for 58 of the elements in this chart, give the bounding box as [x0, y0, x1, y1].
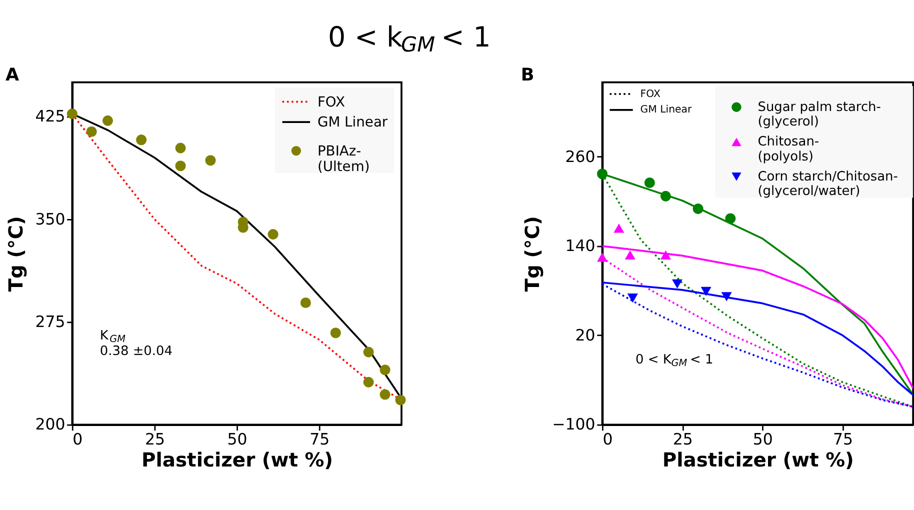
point: [660, 250, 671, 260]
legend-label: GM Linear: [317, 114, 388, 131]
legend-label: PBIAz- (Ultem): [317, 143, 370, 176]
legend-label: Corn starch/Chitosan- (glycerol/water): [758, 169, 898, 200]
text: A: [6, 65, 20, 86]
x-tick-label: 25: [144, 430, 165, 449]
point: [380, 389, 390, 400]
y-tick-label: 200: [35, 414, 66, 434]
point: [660, 190, 671, 202]
point: [330, 328, 341, 338]
point: [175, 160, 186, 172]
x-tick-label: 0: [72, 430, 83, 449]
annotation: FOX: [640, 88, 660, 100]
point: [363, 346, 374, 358]
point: [627, 294, 638, 303]
point: [644, 178, 655, 188]
point: [268, 229, 278, 240]
y-tick-label: 425: [35, 106, 66, 126]
point: [596, 168, 608, 180]
x-axis-title: Plasticizer (wt %): [142, 448, 334, 472]
point: [700, 286, 712, 296]
x-tick-label: 25: [672, 430, 693, 449]
y-tick-label: 275: [35, 312, 66, 332]
point: [395, 394, 406, 406]
point: [205, 155, 216, 166]
point: [596, 252, 608, 262]
point: [624, 250, 636, 260]
point: [380, 364, 390, 376]
x-tick-label: 75: [833, 430, 854, 449]
legend-label: Sugar palm starch- (glycerol): [758, 100, 882, 130]
y-tick-label: 260: [565, 146, 596, 166]
legend-label: FOX: [317, 94, 346, 110]
y-tick-label: −100: [552, 414, 596, 434]
x-tick-label: 50: [227, 430, 248, 449]
point: [721, 292, 732, 302]
x-tick-label: 50: [752, 430, 773, 449]
point: [725, 213, 736, 224]
x-tick-label: 75: [310, 430, 330, 449]
y-tick-label: 140: [565, 236, 596, 256]
point: [175, 142, 186, 154]
annotation: GM Linear: [640, 104, 693, 116]
x-axis-title: Plasticizer (wt %): [662, 448, 854, 472]
point: [86, 126, 97, 137]
y-axis-title: Tg (°C): [4, 216, 28, 292]
legend-label: Chitosan- (polyols): [758, 134, 820, 164]
point: [363, 376, 374, 388]
point: [692, 204, 704, 214]
x-tick-label: 0: [602, 430, 613, 449]
point: [136, 134, 147, 146]
point: [614, 224, 624, 233]
point: [102, 115, 113, 126]
point: [672, 279, 682, 289]
y-tick-label: 350: [35, 209, 66, 228]
y-axis-title: Tg (°C): [521, 216, 544, 292]
text: B: [520, 65, 534, 86]
line-series: [602, 245, 914, 390]
y-tick-label: 20: [575, 325, 596, 344]
point: [300, 298, 311, 308]
